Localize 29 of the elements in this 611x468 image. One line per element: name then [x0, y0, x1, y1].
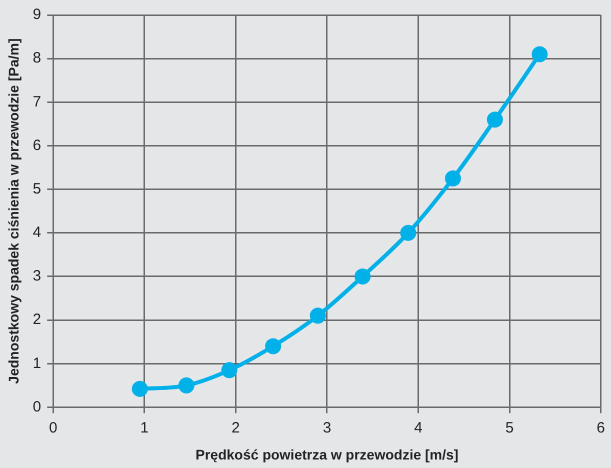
- point: [310, 308, 326, 324]
- y-tick-label: 3: [32, 268, 42, 285]
- y-axis-title: Jednostkowy spadek ciśnienia w przewodzie [Pa/m]: [5, 38, 22, 384]
- y-tick-label: 1: [32, 354, 42, 372]
- x-tick-label: 4: [414, 419, 422, 436]
- x-tick-label: 2: [232, 419, 240, 436]
- point: [486, 112, 503, 128]
- x-tick-label: 3: [322, 419, 332, 436]
- x-tick-label: 5: [505, 419, 514, 436]
- point: [265, 338, 282, 354]
- point: [221, 362, 238, 378]
- y-tick-label: 0: [32, 398, 42, 416]
- y-tick-label: 5: [32, 180, 42, 198]
- y-tick-label: 9: [32, 6, 42, 24]
- x-tick-label: 0: [48, 419, 58, 436]
- y-tick-label: 2: [32, 311, 42, 328]
- point: [400, 224, 416, 241]
- y-tick-label: 4: [32, 224, 42, 242]
- point: [178, 377, 194, 394]
- point: [354, 268, 371, 284]
- y-tick-label: 7: [32, 93, 42, 110]
- y-tick-label: 6: [32, 136, 42, 154]
- point: [444, 170, 461, 186]
- y-tick-label: 8: [32, 50, 42, 67]
- point: [132, 380, 148, 397]
- x-axis-title: Prędkość powietrza w przewodzie [m/s]: [196, 446, 458, 462]
- point: [532, 46, 548, 62]
- x-tick-label: 6: [596, 419, 605, 436]
- x-tick-label: 1: [140, 419, 149, 436]
